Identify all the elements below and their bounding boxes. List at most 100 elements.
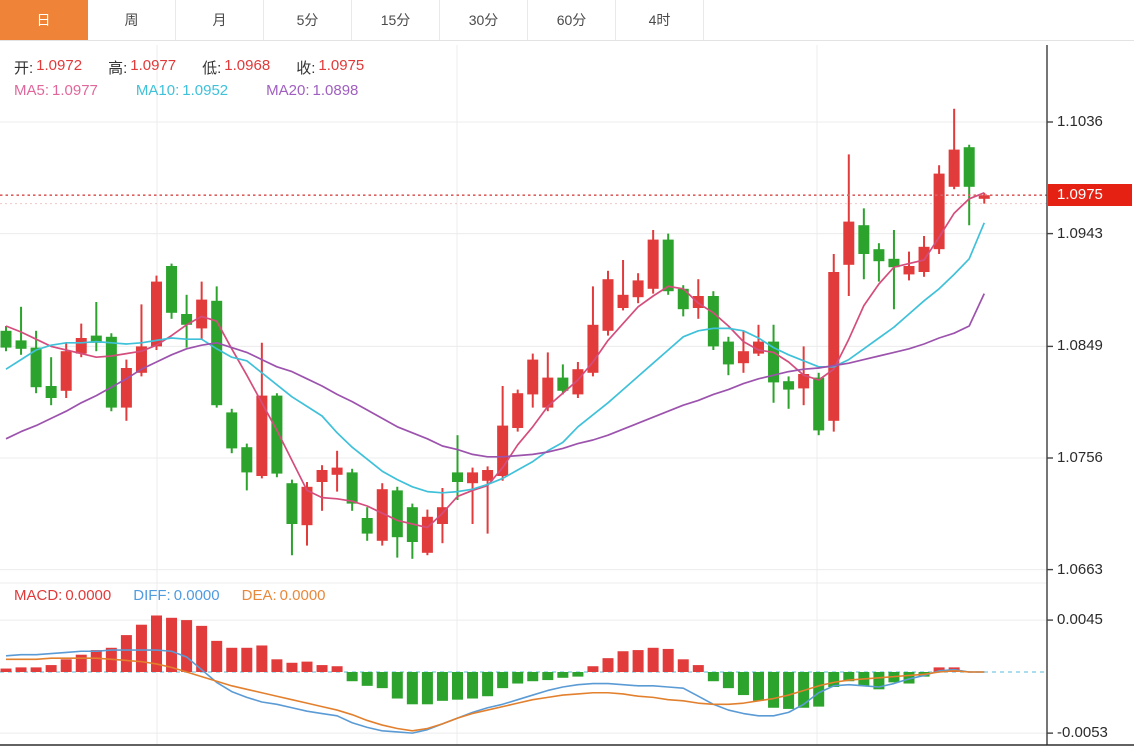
legend-ma-item: MA5: 1.0977: [14, 82, 98, 99]
legend-label: DIFF:: [133, 587, 171, 604]
candle-body: [647, 239, 659, 289]
macd-bar: [361, 672, 373, 686]
candle-body: [241, 447, 253, 473]
price-tick-label: 1.0756: [1057, 449, 1103, 466]
candle-body: [587, 324, 599, 373]
candle-body: [512, 393, 524, 428]
macd-bar: [783, 672, 795, 709]
macd-bar: [30, 667, 42, 672]
candle-body: [737, 351, 749, 364]
macd-bar: [617, 651, 629, 672]
tab-月[interactable]: 月: [176, 0, 264, 40]
macd-bar: [376, 672, 388, 689]
macd-bar: [813, 672, 825, 707]
candle-body: [166, 266, 178, 313]
macd-bar: [135, 624, 147, 672]
tab-15分[interactable]: 15分: [352, 0, 440, 40]
macd-bar: [301, 661, 313, 672]
legend-label: 低:: [202, 60, 222, 77]
macd-bar: [753, 672, 764, 701]
candle-body: [602, 279, 614, 331]
candle-body: [753, 341, 764, 354]
candle-body: [707, 296, 719, 347]
macd-bar: [572, 672, 584, 677]
candle-body: [421, 516, 433, 553]
candle-body: [903, 266, 915, 275]
tab-日[interactable]: 日: [0, 0, 88, 40]
candle-body: [105, 336, 117, 408]
candle-body: [572, 369, 584, 395]
tab-30分[interactable]: 30分: [440, 0, 528, 40]
ma5-line: [5, 192, 985, 529]
macd-bar: [557, 672, 569, 678]
macd-bar: [75, 654, 87, 672]
macd-bar: [331, 666, 343, 672]
macd-bar: [346, 672, 358, 682]
candle-body: [873, 249, 885, 262]
candle-body: [226, 412, 238, 449]
candle-body: [722, 341, 734, 365]
interval-tabbar: 日周月 5分 15分 30分 60分 4时: [0, 0, 1134, 41]
legend-ohlc-item: 开: 1.0972: [14, 57, 82, 78]
candle-body: [331, 467, 343, 475]
macd-bar: [391, 672, 403, 699]
candle-body: [376, 489, 388, 541]
candle-body: [452, 472, 463, 482]
macd-bar: [903, 672, 915, 684]
candle-body: [858, 225, 870, 254]
ohlc-legend: 开: 1.0972 高: 1.0977 低: 1.0968 收: 1.0975: [14, 57, 364, 78]
tab-5分[interactable]: 5分: [264, 0, 352, 40]
macd-bar: [828, 672, 840, 687]
macd-bar: [316, 665, 328, 672]
candle-body: [963, 147, 975, 187]
legend-value: 1.0977: [52, 82, 98, 99]
tab-4时[interactable]: 4时: [616, 0, 704, 40]
macd-bar: [211, 640, 223, 672]
legend-label: MACD:: [14, 587, 63, 604]
candle-body: [286, 483, 298, 524]
macd-bar: [256, 645, 268, 672]
legend-value: 1.0898: [312, 82, 359, 99]
candle-body: [497, 425, 509, 476]
legend-macd-item: MACD: 0.0000: [14, 587, 111, 604]
legend-value: 1.0952: [182, 82, 229, 99]
legend-label: 开:: [14, 60, 34, 77]
macd-bar: [707, 672, 719, 682]
candle-body: [316, 470, 328, 482]
legend-ohlc-item: 收: 1.0975: [296, 57, 364, 78]
macd-legend: MACD: 0.0000 DIFF: 0.0000 DEA: 0.0000: [14, 587, 326, 604]
candle-body: [632, 280, 644, 298]
candle-body: [211, 300, 223, 406]
macd-bar: [527, 672, 539, 682]
macd-bar: [60, 659, 72, 672]
candle-body: [527, 359, 539, 395]
price-tick-label: 1.0943: [1057, 224, 1103, 242]
candle-body: [75, 338, 87, 354]
candle-body: [391, 490, 403, 538]
candle-body: [798, 374, 810, 389]
candle-body: [783, 381, 795, 390]
candle-body: [542, 377, 554, 408]
macd-bar: [482, 672, 494, 697]
candle-body: [662, 239, 674, 292]
macd-bar: [90, 650, 102, 672]
legend-ohlc-item: 高: 1.0977: [108, 57, 176, 78]
macd-bar: [873, 672, 885, 690]
candle-body: [768, 341, 780, 383]
candle-body: [933, 173, 945, 250]
macd-bar: [0, 668, 12, 672]
candle-body: [45, 386, 57, 398]
macd-bar: [497, 672, 509, 689]
macd-bar: [421, 672, 433, 705]
candle-body: [256, 395, 268, 476]
candle-body: [271, 395, 283, 474]
candle-body: [888, 258, 900, 268]
macd-bar: [151, 615, 162, 672]
legend-label: 收:: [296, 60, 316, 77]
ma20-line: [5, 293, 986, 458]
macd-bar: [768, 672, 780, 708]
legend-ma-item: MA20: 1.0898: [266, 82, 358, 99]
tab-周[interactable]: 周: [88, 0, 176, 40]
tab-60分[interactable]: 60分: [528, 0, 616, 40]
candle-body: [978, 195, 990, 199]
